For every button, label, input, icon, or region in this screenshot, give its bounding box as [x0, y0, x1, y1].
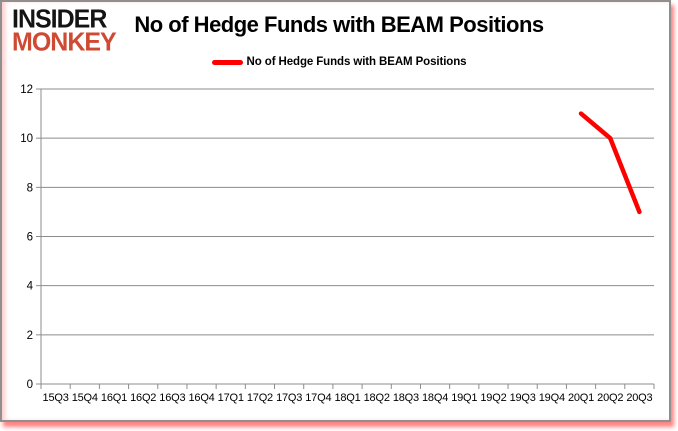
logo-line-insider: INSIDER — [12, 4, 107, 34]
insider-monkey-logo: INSIDER MONKEY — [12, 4, 117, 57]
chart-frame — [0, 0, 671, 422]
logo-line-monkey: MONKEY — [12, 27, 117, 57]
chart-title: No of Hedge Funds with BEAM Positions — [134, 12, 544, 37]
legend: No of Hedge Funds with BEAM Positions — [0, 56, 678, 68]
legend-label: No of Hedge Funds with BEAM Positions — [246, 56, 467, 68]
legend-line-swatch — [211, 59, 243, 65]
